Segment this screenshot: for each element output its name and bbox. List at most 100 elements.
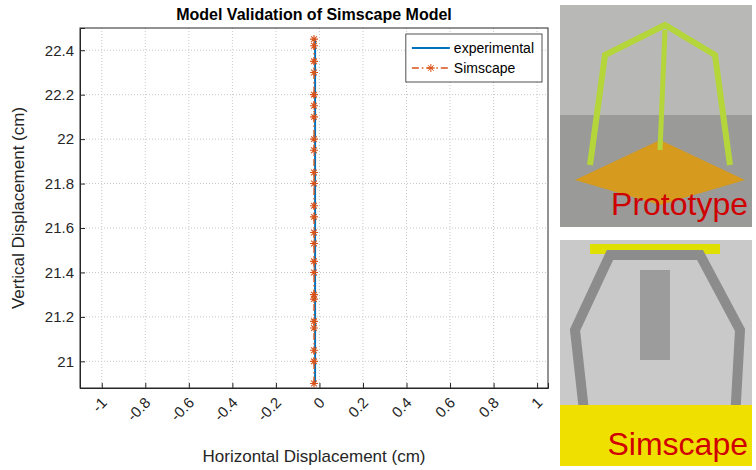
y-tick-mark [80, 50, 85, 51]
y-tick: 21 [57, 353, 85, 370]
series-marker [310, 180, 318, 188]
x-tick-mark [102, 383, 103, 388]
x-tick-label: 0.2 [345, 394, 372, 421]
series-marker [310, 213, 318, 221]
y-tick-label: 22.2 [45, 86, 74, 103]
series-marker [310, 317, 318, 325]
x-tick-mark [363, 383, 364, 388]
y-tick-label: 21.8 [45, 175, 74, 192]
y-tick-mark [80, 272, 85, 273]
y-tick-mark [80, 317, 85, 318]
series-marker [310, 228, 318, 236]
x-tick-mark [407, 383, 408, 388]
series-marker [310, 57, 318, 65]
y-tick-label: 21.6 [45, 219, 74, 236]
plot-background [80, 28, 548, 388]
series-marker [310, 35, 318, 43]
x-axis: -1 -0.8 -0.6 -0.4 -0.2 0 0.2 0.4 0.6 0.8 1 [81, 383, 549, 424]
series-marker [310, 268, 318, 276]
x-tick-label: -0.2 [254, 394, 284, 424]
x-tick: 0.8 [475, 383, 502, 421]
x-tick: 0.6 [432, 383, 459, 421]
y-tick-mark [80, 95, 85, 96]
x-tick-mark [189, 383, 190, 388]
legend-box [406, 34, 542, 82]
x-tick-mark [319, 383, 320, 388]
plot-area [310, 35, 318, 387]
x-tick: 0.4 [388, 383, 415, 421]
y-tick-label: 21 [57, 353, 74, 370]
x-tick: 0.2 [345, 383, 372, 421]
series-marker [310, 240, 318, 248]
image-caption: Simscape [608, 426, 749, 462]
x-axis-title: Horizontal Displacement (cm) [203, 447, 426, 466]
grid-line-y [80, 316, 548, 317]
x-tick-mark [537, 383, 538, 388]
grid-line-x [275, 28, 276, 388]
x-tick-mark [145, 383, 146, 388]
grid [80, 28, 548, 388]
y-tick-label: 22 [57, 130, 74, 147]
y-tick: 22.4 [45, 42, 85, 59]
x-tick: -0.6 [167, 383, 197, 424]
chart: -1 -0.8 -0.6 -0.4 -0.2 0 0.2 0.4 0.6 0.8 1 21 21.2 21… [0, 0, 756, 470]
series-marker [310, 202, 318, 210]
y-tick-mark [80, 228, 85, 229]
legend: experimentalSimscape [406, 34, 542, 82]
x-tick-mark [276, 383, 277, 388]
x-tick-label: 0.8 [475, 394, 502, 421]
x-tick-mark [232, 383, 233, 388]
x-tick-label: -1 [89, 394, 110, 415]
y-tick: 21.4 [45, 264, 85, 281]
y-tick-mark [80, 139, 85, 140]
legend-swatch [412, 47, 450, 49]
series-marker [310, 380, 318, 388]
chart-title: Model Validation of Simscape Model [176, 6, 452, 23]
y-tick-mark [80, 361, 85, 362]
sim-arms [575, 255, 740, 420]
x-tick-mark [450, 383, 451, 388]
series-marker [310, 346, 318, 354]
series-marker [310, 91, 318, 99]
series-marker [310, 357, 318, 365]
x-tick-label: -0.4 [210, 394, 240, 424]
image-background [560, 240, 752, 466]
y-tick-label: 21.2 [45, 308, 74, 325]
sim-base [560, 405, 752, 466]
sim-center-arm [640, 270, 670, 360]
x-tick-label: 0 [310, 394, 328, 412]
series-marker [310, 291, 318, 299]
series-marker [310, 102, 318, 110]
plot-frame [80, 28, 548, 388]
legend-marker [427, 64, 435, 72]
x-tick-label: -0.8 [123, 394, 153, 424]
series-marker [310, 68, 318, 76]
robot-arms [590, 25, 730, 165]
grid-line-x [319, 28, 320, 388]
y-tick-label: 22.4 [45, 42, 74, 59]
y-axis-title: Vertical Displacement (cm) [9, 107, 28, 309]
y-tick: 21.8 [45, 175, 85, 192]
series-marker [310, 113, 318, 121]
grid-line-x [101, 28, 102, 388]
grid-line-x [362, 28, 363, 388]
prototype-image [560, 5, 752, 227]
grid-line-x [188, 28, 189, 388]
y-tick-label: 21.4 [45, 264, 74, 281]
x-tick: -0.4 [210, 383, 240, 424]
y-tick-mark [80, 184, 85, 185]
y-tick: 22 [57, 130, 85, 147]
series-marker [310, 257, 318, 265]
series-marker [310, 168, 318, 176]
images [560, 5, 752, 466]
image-caption: Prototype [611, 186, 748, 222]
legend-label: Simscape [454, 60, 516, 76]
x-tick-label: 1 [528, 394, 546, 412]
x-tick: -0.2 [254, 383, 284, 424]
simscape-image [560, 240, 752, 466]
x-tick: -0.8 [123, 383, 153, 424]
grid-line-x [232, 28, 233, 388]
y-tick: 21.2 [45, 308, 85, 325]
y-tick: 22.2 [45, 86, 85, 103]
y-axis-line [81, 29, 86, 389]
